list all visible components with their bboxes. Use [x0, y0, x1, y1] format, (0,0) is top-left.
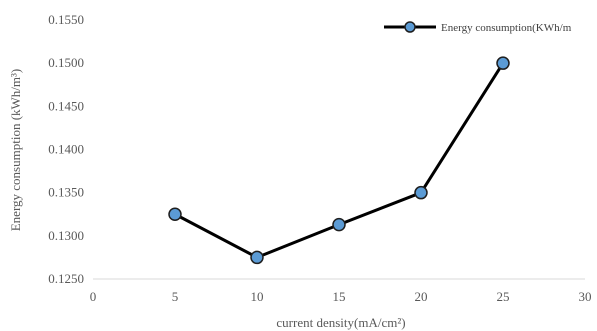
legend: Energy consumption(KWh/m	[384, 21, 572, 34]
y-tick-label: 0.1400	[48, 142, 84, 157]
y-tick-label: 0.1450	[48, 98, 84, 113]
y-tick-label: 0.1300	[48, 228, 84, 243]
series-layer	[168, 56, 510, 265]
data-point	[496, 56, 510, 70]
data-point	[332, 217, 346, 232]
x-axis-title: current density(mA/cm²)	[276, 315, 405, 330]
y-tick-label: 0.1250	[48, 271, 84, 286]
x-tick-label: 0	[90, 289, 97, 304]
x-tick-label: 25	[497, 289, 510, 304]
y-axis-ticks: 0.1250 0.1300 0.1350 0.1400 0.1450 0.1500 0.15…	[48, 12, 84, 286]
x-tick-label: 20	[415, 289, 428, 304]
y-tick-label: 0.1500	[48, 55, 84, 70]
x-tick-label: 15	[333, 289, 346, 304]
data-point	[168, 207, 182, 221]
y-tick-label: 0.1350	[48, 185, 84, 200]
x-tick-label: 30	[579, 289, 592, 304]
legend-label: Energy consumption(KWh/m	[441, 22, 572, 34]
y-axis-title: Energy consumption (kWh/m³)	[8, 69, 23, 232]
legend-marker	[404, 21, 416, 33]
y-tick-label: 0.1550	[48, 12, 84, 27]
data-point	[414, 185, 428, 200]
x-axis-ticks: 0 5 10 15 20 25 30	[90, 289, 592, 304]
x-tick-label: 5	[172, 289, 179, 304]
x-tick-label: 10	[251, 289, 264, 304]
data-point	[250, 250, 264, 265]
